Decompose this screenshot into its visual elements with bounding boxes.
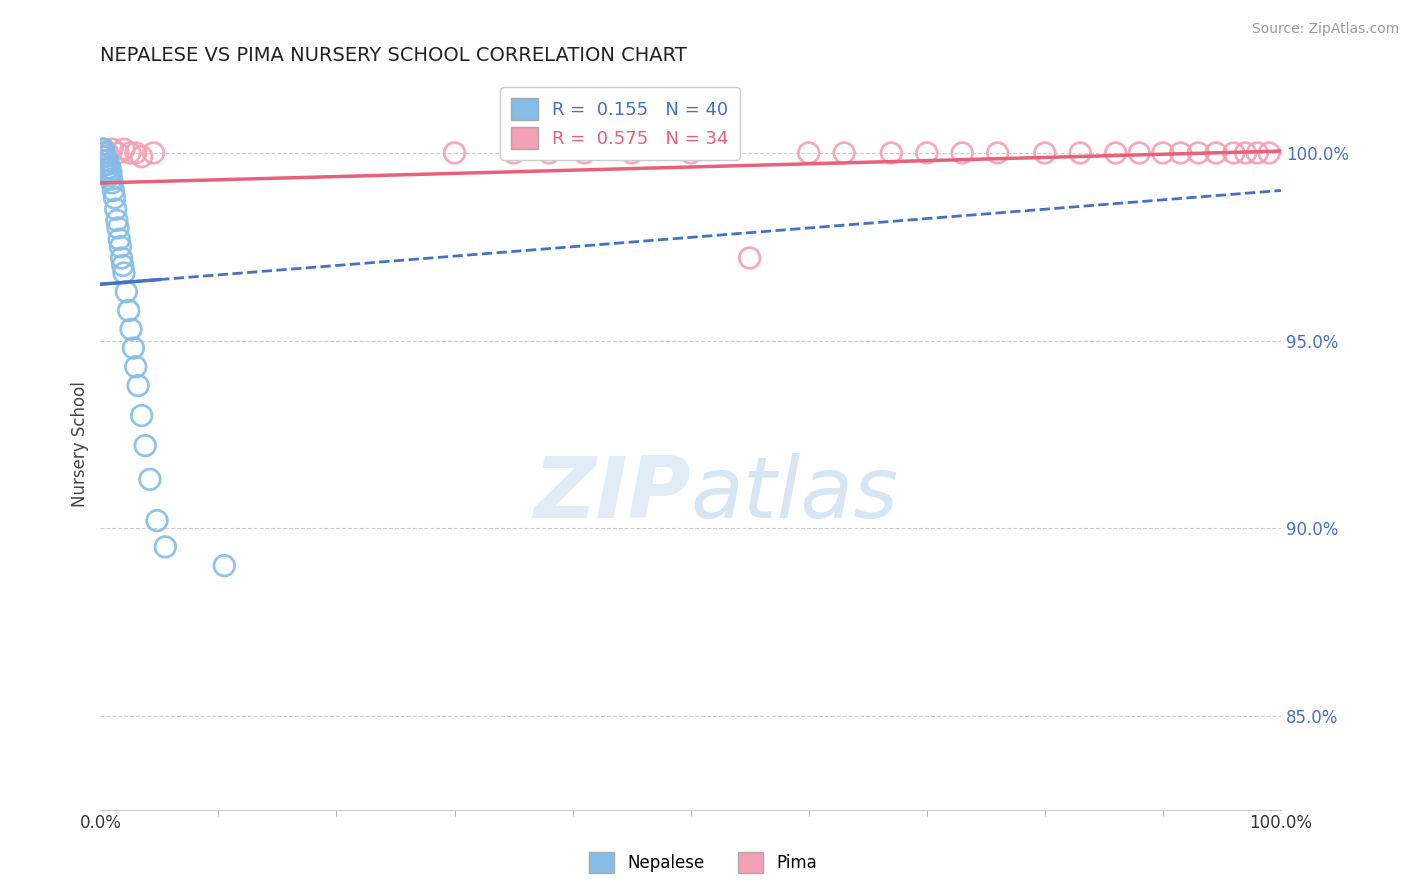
Point: [127, 378, 149, 392]
Text: atlas: atlas: [690, 453, 898, 536]
Point: [880, 145, 903, 160]
Point: [110, 251, 132, 265]
Point: [950, 145, 973, 160]
Point: [100, 172, 122, 186]
Point: [142, 145, 165, 160]
Point: [131, 150, 153, 164]
Point: [1105, 145, 1128, 160]
Point: [1187, 145, 1209, 160]
Point: [134, 439, 156, 453]
Point: [91, 145, 114, 160]
Text: Source: ZipAtlas.com: Source: ZipAtlas.com: [1251, 22, 1399, 37]
Text: NEPALESE VS PIMA NURSERY SCHOOL CORRELATION CHART: NEPALESE VS PIMA NURSERY SCHOOL CORRELAT…: [100, 46, 688, 65]
Point: [537, 145, 560, 160]
Point: [96, 153, 118, 168]
Point: [574, 145, 596, 160]
Point: [915, 145, 938, 160]
Point: [111, 259, 134, 273]
Point: [112, 266, 135, 280]
Point: [94, 150, 117, 164]
Point: [100, 164, 122, 178]
Point: [1152, 145, 1174, 160]
Point: [214, 558, 236, 573]
Point: [1234, 145, 1257, 160]
Point: [1033, 145, 1056, 160]
Point: [93, 150, 115, 164]
Point: [738, 251, 761, 265]
Point: [93, 145, 115, 160]
Point: [112, 142, 135, 156]
Point: [98, 161, 121, 175]
Point: [679, 145, 702, 160]
Point: [122, 341, 145, 355]
Point: [107, 221, 129, 235]
Point: [1246, 145, 1268, 160]
Point: [93, 142, 115, 156]
Point: [97, 161, 120, 175]
Point: [108, 232, 131, 246]
Point: [502, 145, 524, 160]
Point: [103, 184, 125, 198]
Point: [125, 359, 148, 374]
Point: [131, 409, 153, 423]
Point: [118, 303, 141, 318]
Point: [96, 145, 118, 160]
Point: [1258, 145, 1281, 160]
Point: [101, 142, 124, 156]
Point: [1128, 145, 1150, 160]
Text: ZIP: ZIP: [533, 453, 690, 536]
Point: [98, 164, 121, 178]
Point: [110, 240, 132, 254]
Point: [1222, 145, 1244, 160]
Point: [104, 202, 127, 217]
Point: [1170, 145, 1192, 160]
Point: [118, 145, 141, 160]
Point: [94, 153, 117, 168]
Point: [146, 514, 169, 528]
Point: [97, 157, 120, 171]
Point: [155, 540, 177, 554]
Point: [105, 213, 128, 227]
Point: [91, 142, 114, 156]
Point: [120, 322, 142, 336]
Point: [443, 145, 465, 160]
Legend: Nepalese, Pima: Nepalese, Pima: [582, 846, 824, 880]
Point: [100, 169, 122, 183]
Point: [101, 176, 124, 190]
Point: [103, 191, 125, 205]
Point: [96, 157, 118, 171]
Point: [107, 145, 129, 160]
Point: [96, 153, 118, 168]
Point: [115, 285, 138, 299]
Point: [91, 142, 114, 156]
Y-axis label: Nursery School: Nursery School: [72, 381, 89, 507]
Point: [620, 145, 643, 160]
Point: [987, 145, 1010, 160]
Point: [797, 145, 820, 160]
Point: [832, 145, 855, 160]
Point: [139, 472, 162, 486]
Point: [1205, 145, 1227, 160]
Point: [125, 145, 148, 160]
Legend: R =  0.155   N = 40, R =  0.575   N = 34: R = 0.155 N = 40, R = 0.575 N = 34: [501, 87, 740, 160]
Point: [1069, 145, 1091, 160]
